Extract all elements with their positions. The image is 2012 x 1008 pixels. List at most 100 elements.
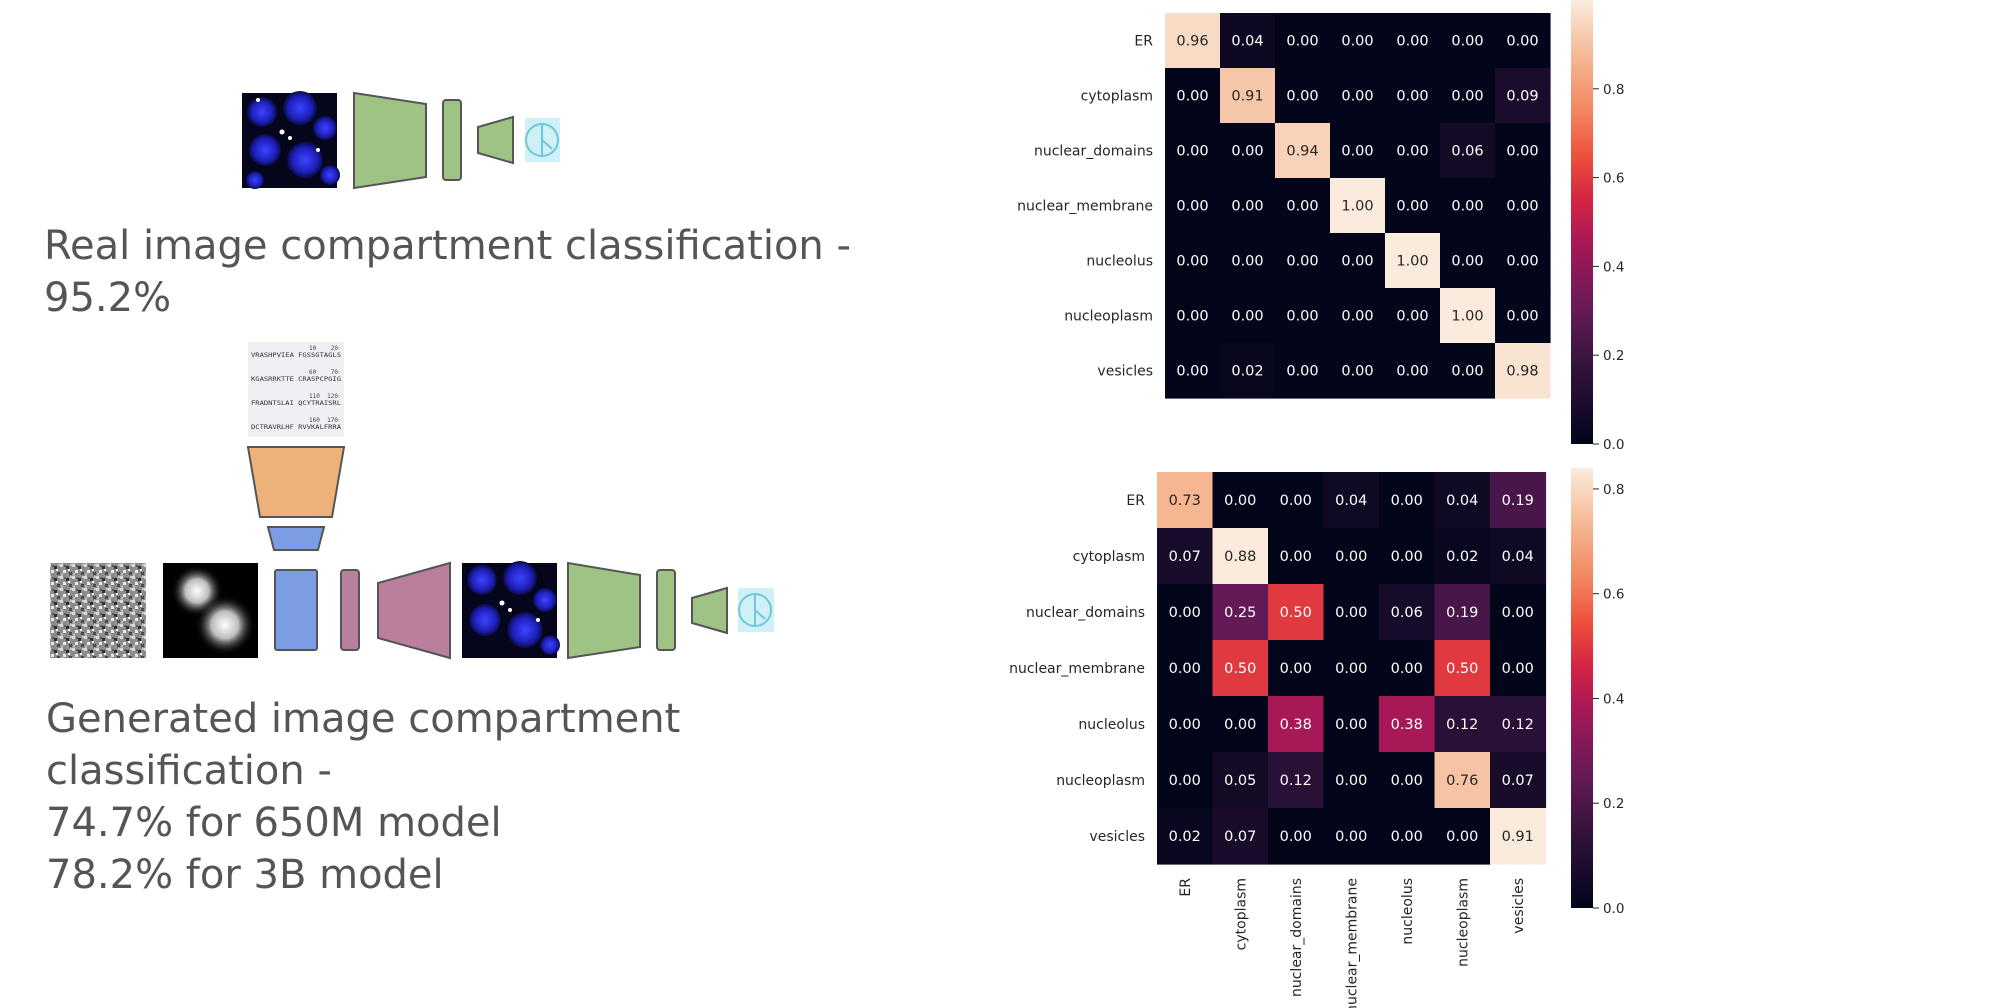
heatmap-cell bbox=[1385, 233, 1441, 289]
heatmap-cell bbox=[1440, 123, 1496, 179]
cell-value: 0.00 bbox=[1176, 254, 1208, 270]
heatmap-cell bbox=[1220, 68, 1276, 124]
cell-value: 0.00 bbox=[1176, 89, 1208, 105]
cell-value: 0.94 bbox=[1286, 144, 1318, 160]
cell-value: 0.73 bbox=[1169, 493, 1201, 509]
cell-value: 0.00 bbox=[1341, 254, 1373, 270]
cell-value: 0.00 bbox=[1396, 199, 1428, 215]
generated-encoder-shape bbox=[567, 561, 641, 660]
row-label: nuclear_domains bbox=[1034, 144, 1153, 160]
heatmap-cell bbox=[1165, 343, 1221, 399]
cell-value: 0.00 bbox=[1341, 309, 1373, 325]
cell-value: 0.19 bbox=[1502, 493, 1534, 509]
cell-value: 0.12 bbox=[1446, 717, 1478, 733]
cell-value: 0.00 bbox=[1335, 773, 1367, 789]
heatmap-cell bbox=[1434, 528, 1491, 585]
generated-classifier-shape bbox=[691, 586, 728, 635]
cell-value: 0.00 bbox=[1391, 829, 1423, 845]
row-label: cytoplasm bbox=[1073, 549, 1145, 565]
heatmap-cell bbox=[1275, 13, 1331, 69]
row-label: nucleolus bbox=[1078, 717, 1145, 733]
heatmap-cell bbox=[1212, 696, 1269, 753]
cell-value: 0.00 bbox=[1280, 549, 1312, 565]
heatmap-cell bbox=[1495, 13, 1551, 69]
real-result-icon bbox=[525, 118, 560, 162]
heatmap-cell bbox=[1434, 640, 1491, 697]
heatmap-cell bbox=[1379, 472, 1436, 529]
heatmap-cell bbox=[1490, 808, 1547, 865]
cell-value: 0.07 bbox=[1224, 829, 1256, 845]
heatmap-cell bbox=[1330, 123, 1386, 179]
cell-value: 0.04 bbox=[1335, 493, 1367, 509]
cell-value: 0.00 bbox=[1224, 493, 1256, 509]
column-label: nuclear_domains bbox=[1289, 878, 1305, 997]
column-label: ER bbox=[1178, 878, 1194, 897]
heatmap-cell bbox=[1379, 808, 1436, 865]
generated-latent-block bbox=[340, 569, 360, 651]
cell-value: 0.00 bbox=[1502, 661, 1534, 677]
cell-value: 0.00 bbox=[1286, 199, 1318, 215]
cell-value: 0.00 bbox=[1169, 717, 1201, 733]
cell-value: 0.00 bbox=[1451, 199, 1483, 215]
cell-value: 0.00 bbox=[1286, 309, 1318, 325]
sequence-number: 170 bbox=[327, 417, 338, 424]
heatmap-cell bbox=[1165, 288, 1221, 344]
cell-value: 0.00 bbox=[1391, 773, 1423, 789]
heatmap-cell bbox=[1323, 752, 1380, 809]
cell-value: 0.91 bbox=[1502, 829, 1534, 845]
column-label: nuclear_membrane bbox=[1344, 878, 1360, 1008]
cell-value: 0.00 bbox=[1396, 309, 1428, 325]
heatmap-cell bbox=[1157, 528, 1214, 585]
colorbar-tick-label: 0.8 bbox=[1603, 482, 1624, 498]
column-label: cytoplasm bbox=[1233, 878, 1249, 950]
heatmap-cell bbox=[1379, 640, 1436, 697]
real-classifier-shape bbox=[477, 115, 514, 165]
cell-value: 0.00 bbox=[1451, 89, 1483, 105]
heatmap-cell bbox=[1212, 528, 1269, 585]
cell-value: 0.00 bbox=[1176, 364, 1208, 380]
row-label: nuclear_membrane bbox=[1009, 661, 1145, 677]
noise-image bbox=[50, 563, 146, 658]
heatmap-cell bbox=[1434, 696, 1491, 753]
cell-value: 0.00 bbox=[1286, 364, 1318, 380]
heatmap-cell bbox=[1379, 584, 1436, 641]
heatmap-cell bbox=[1165, 123, 1221, 179]
heatmap-cell bbox=[1440, 68, 1496, 124]
cell-value: 0.00 bbox=[1391, 549, 1423, 565]
heatmap-cell bbox=[1323, 808, 1380, 865]
cell-value: 0.38 bbox=[1391, 717, 1423, 733]
cell-value: 0.07 bbox=[1502, 773, 1534, 789]
heatmap-cell bbox=[1220, 178, 1276, 234]
heatmap-cell bbox=[1212, 752, 1269, 809]
sequence-text: KGASRRKTTE CRASPCPGIG bbox=[251, 375, 341, 383]
heatmap-cell bbox=[1275, 123, 1331, 179]
colorbar-tick-label: 0.2 bbox=[1603, 348, 1624, 364]
cell-value: 0.00 bbox=[1391, 661, 1423, 677]
cell-value: 0.00 bbox=[1396, 364, 1428, 380]
heatmap-cell bbox=[1434, 752, 1491, 809]
row-label: nuclear_membrane bbox=[1017, 199, 1153, 215]
real-latent-block bbox=[442, 99, 462, 181]
real-cell-image bbox=[242, 91, 340, 189]
sequence-number: 60 bbox=[309, 369, 317, 376]
heatmap-cell bbox=[1440, 343, 1496, 399]
heatmap-cell bbox=[1330, 288, 1386, 344]
row-label: vesicles bbox=[1097, 364, 1153, 380]
cell-value: 0.00 bbox=[1396, 34, 1428, 50]
heatmap-cell bbox=[1440, 288, 1496, 344]
cell-value: 0.02 bbox=[1446, 549, 1478, 565]
cell-value: 0.00 bbox=[1506, 254, 1538, 270]
cell-value: 0.00 bbox=[1341, 34, 1373, 50]
column-label: nucleoplasm bbox=[1455, 878, 1471, 967]
sequence-number: 10 bbox=[309, 345, 317, 352]
cell-value: 0.19 bbox=[1446, 605, 1478, 621]
cell-value: 0.12 bbox=[1502, 717, 1534, 733]
heatmap-cell bbox=[1385, 288, 1441, 344]
cell-value: 0.06 bbox=[1451, 144, 1483, 160]
cell-value: 0.96 bbox=[1176, 34, 1208, 50]
cell-value: 0.76 bbox=[1446, 773, 1478, 789]
